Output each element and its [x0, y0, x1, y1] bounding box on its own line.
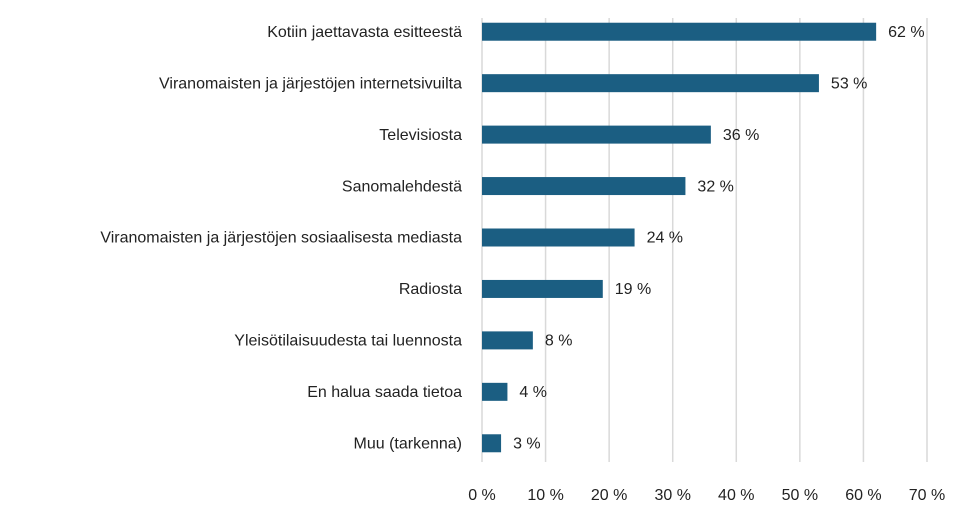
- x-tick-label: 10 %: [527, 487, 563, 504]
- bar: [482, 382, 508, 401]
- bar: [482, 228, 635, 247]
- x-tick-label: 40 %: [718, 487, 754, 504]
- category-label: Televisiosta: [379, 127, 462, 144]
- category-label: Viranomaisten ja järjestöjen internetsiv…: [159, 75, 462, 92]
- data-label: 8 %: [545, 333, 573, 350]
- x-tick-label: 50 %: [782, 487, 818, 504]
- data-label: 32 %: [697, 178, 733, 195]
- x-tick-label: 30 %: [654, 487, 690, 504]
- bar: [482, 22, 877, 41]
- bar: [482, 74, 819, 93]
- bar: [482, 331, 533, 350]
- category-label: Kotiin jaettavasta esitteestä: [267, 24, 462, 41]
- data-label: 19 %: [615, 281, 651, 298]
- x-tick-label: 70 %: [909, 487, 945, 504]
- x-tick-label: 60 %: [845, 487, 881, 504]
- bar: [482, 279, 603, 298]
- data-label: 36 %: [723, 127, 759, 144]
- x-tick-label: 0 %: [468, 487, 496, 504]
- data-label: 4 %: [519, 384, 547, 401]
- category-label: Radiosta: [399, 281, 462, 298]
- data-label: 53 %: [831, 75, 867, 92]
- bar: [482, 125, 711, 144]
- data-label: 3 %: [513, 435, 541, 452]
- category-label: Muu (tarkenna): [354, 435, 463, 452]
- category-label: Viranomaisten ja järjestöjen sosiaalises…: [100, 230, 462, 247]
- x-tick-label: 20 %: [591, 487, 627, 504]
- category-label: En halua saada tietoa: [307, 384, 462, 401]
- category-label: Sanomalehdestä: [342, 178, 462, 195]
- bar: [482, 177, 686, 196]
- category-label: Yleisötilaisuudesta tai luennosta: [234, 333, 462, 350]
- data-label: 24 %: [647, 230, 683, 247]
- bar: [482, 434, 502, 453]
- data-label: 62 %: [888, 24, 924, 41]
